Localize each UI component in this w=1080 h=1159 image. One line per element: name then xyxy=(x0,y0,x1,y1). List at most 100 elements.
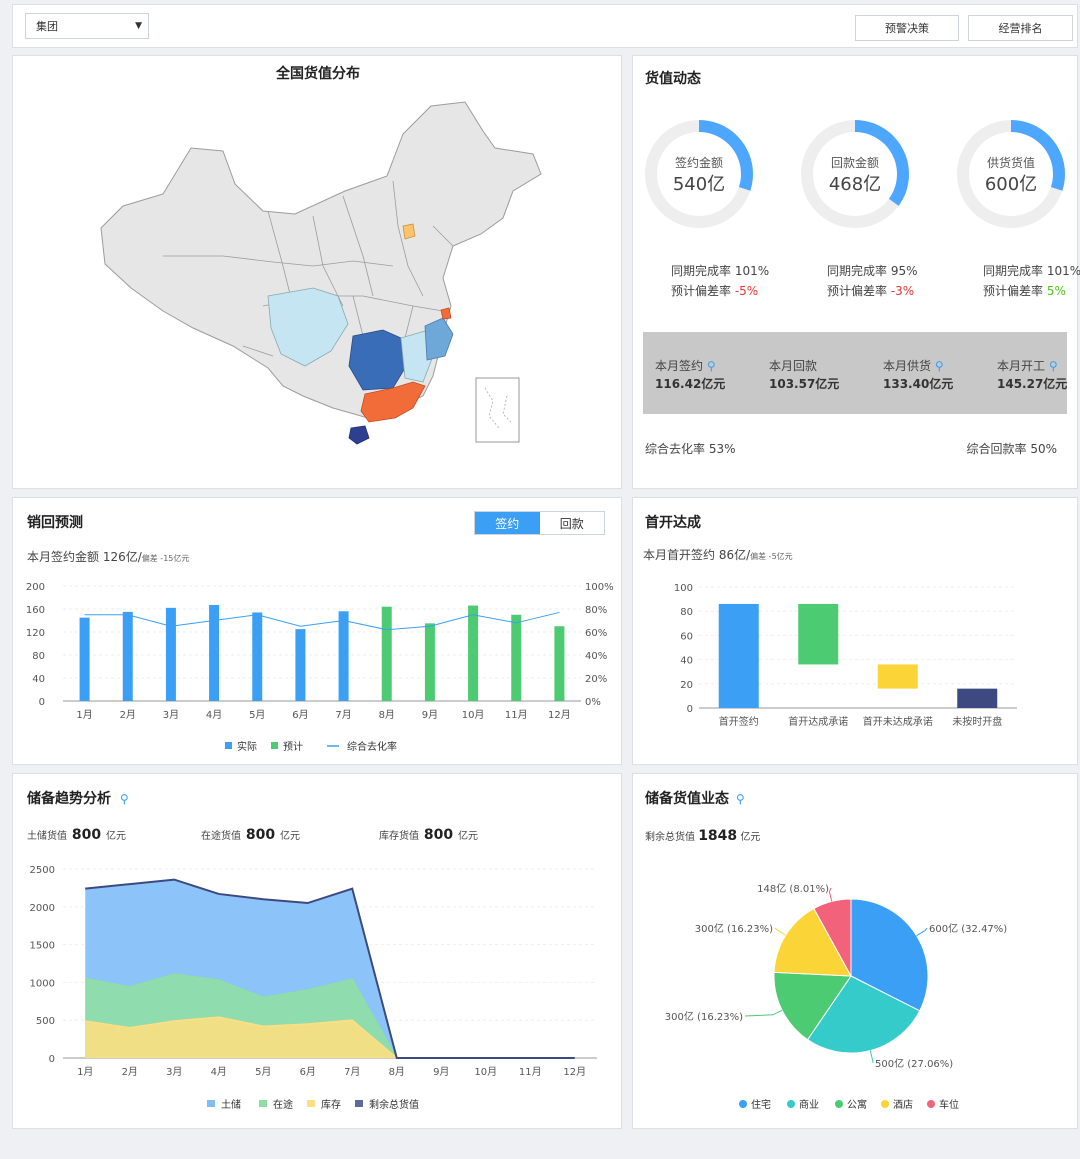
toggle-collection-button[interactable]: 回款 xyxy=(559,516,584,531)
y-tick-label: 80 xyxy=(32,651,45,662)
pie-leader-line xyxy=(916,927,928,937)
x-tick-label: 6月 xyxy=(292,709,308,721)
ring-chart-2 xyxy=(957,120,1065,228)
stat-label: 土储货值 xyxy=(27,831,67,842)
legend-marker xyxy=(881,1100,889,1108)
sales-forecast-panel: 销回预测 签约 回款 本月签约金额 126亿/偏差 -15亿元 0 40 80 120… xyxy=(12,497,622,765)
x-tick-label: 1月 xyxy=(76,709,92,721)
y2-tick-label: 60% xyxy=(585,628,607,639)
month-stat-label: 本月签约 ⚲ xyxy=(655,359,716,373)
search-icon[interactable]: ⚲ xyxy=(1045,359,1058,373)
y-tick-label: 2500 xyxy=(30,865,55,876)
legend-label: 住宅 xyxy=(751,1098,771,1111)
ring-label: 签约金额 xyxy=(674,156,723,170)
legend-label: 预计 xyxy=(283,740,303,753)
y-tick-label: 120 xyxy=(26,628,45,639)
legend-label: 土储 xyxy=(221,1098,241,1111)
legend-marker xyxy=(739,1100,747,1108)
pie-data-label: 600亿 (32.47%) xyxy=(929,922,1007,935)
subtitle-unit: 亿元 xyxy=(740,832,761,843)
stat-label: 在途货值 xyxy=(201,831,241,842)
sales-forecast-subtitle: 本月签约金额 126亿/偏差 -15亿元 xyxy=(27,548,189,565)
y-tick-label: 500 xyxy=(36,1016,55,1027)
stat-unit: 亿元 xyxy=(457,831,478,842)
reserve-stat: 土储货值 800 亿元 xyxy=(27,827,126,843)
reserve-status-panel: 储备货值业态 ⚲ 剩余总货值 1848 亿元 600亿 (32.47%) 500亿… xyxy=(632,773,1078,1129)
y-tick-label: 60 xyxy=(680,631,693,642)
top-toolbar: 集团 ▼ 预警决策 经营排名 xyxy=(12,4,1078,48)
y-tick-label: 200 xyxy=(26,582,45,593)
y-tick-label: 20 xyxy=(680,680,693,691)
x-tick-label: 2月 xyxy=(120,709,136,721)
y-tick-label: 1000 xyxy=(30,978,55,989)
x-tick-label: 首开达成承诺 xyxy=(788,715,848,728)
stat-value: 800 xyxy=(419,827,458,843)
toggle-sign-button[interactable]: 签约 xyxy=(475,512,540,534)
subtitle-value: 1848 xyxy=(698,828,738,844)
legend-label: 在途 xyxy=(273,1098,293,1111)
line-total-remaining xyxy=(85,878,575,1059)
legend-marker xyxy=(225,742,232,749)
legend-label: 酒店 xyxy=(893,1098,913,1111)
x-tick-label: 11月 xyxy=(505,709,528,721)
group-select[interactable]: 集团 ▼ xyxy=(25,13,149,39)
china-map[interactable] xyxy=(13,56,623,490)
legend-marker xyxy=(787,1100,795,1108)
reserve-stat: 在途货值 800 亿元 xyxy=(201,827,300,843)
ring-deviation: 预计偏差率 5% xyxy=(983,282,1066,299)
ring-label: 供货货值 xyxy=(986,156,1035,170)
search-icon[interactable]: ⚲ xyxy=(735,792,745,806)
y-tick-label: 0 xyxy=(49,1054,55,1065)
pie-slice-车位 xyxy=(813,898,852,977)
map-region-shanghai xyxy=(440,307,452,320)
reserve-status-subtitle: 剩余总货值 1848 亿元 xyxy=(645,828,760,844)
pie-leader-line xyxy=(774,927,786,936)
deviation-value: -3% xyxy=(890,284,915,298)
reserve-stat: 库存货值 800 亿元 xyxy=(379,827,478,843)
bar-预计 xyxy=(511,614,522,701)
map-region-beijing xyxy=(402,223,416,240)
stat-value: 800 xyxy=(241,827,280,843)
y-tick-label: 0 xyxy=(39,697,45,708)
stat-unit: 亿元 xyxy=(105,831,126,842)
ring-rate: 同期完成率 101% xyxy=(671,264,770,278)
ring-deviation: 预计偏差率 -3% xyxy=(827,282,914,299)
search-icon[interactable]: ⚲ xyxy=(119,792,129,806)
map-region-sichuan xyxy=(267,287,349,367)
warning-decision-button[interactable]: 预警决策 xyxy=(855,15,959,41)
x-tick-label: 7月 xyxy=(335,709,351,721)
x-tick-label: 7月 xyxy=(344,1066,360,1078)
y-tick-label: 0 xyxy=(687,704,693,715)
month-stats-bar xyxy=(643,332,1067,414)
line-sales-rate xyxy=(84,611,560,631)
search-icon[interactable]: ⚲ xyxy=(703,359,716,373)
reserve-status-pie-chart: 600亿 (32.47%) 500亿 (27.06%) 300亿 (16.23%) 3… xyxy=(665,882,1008,1111)
search-icon[interactable]: ⚲ xyxy=(931,359,944,373)
bar-预计 xyxy=(424,623,435,701)
ring-value: 600亿 xyxy=(984,174,1038,195)
legend-marker xyxy=(271,742,278,749)
bar-实际 xyxy=(338,611,349,701)
reserve-trend-panel: 储备趋势分析 ⚲ 土储货值 800 亿元 在途货值 800 亿元 库存货值 800 … xyxy=(12,773,622,1129)
pie-data-label: 148亿 (8.01%) xyxy=(757,882,829,895)
stat-value: 800 xyxy=(67,827,106,843)
pie-leader-line xyxy=(828,887,833,902)
month-stat-label: 本月开工 ⚲ xyxy=(997,359,1058,373)
legend-label: 商业 xyxy=(799,1098,819,1111)
y-tick-label: 1500 xyxy=(30,941,55,952)
y-tick-label: 40 xyxy=(32,674,45,685)
pie-data-label: 500亿 (27.06%) xyxy=(875,1057,953,1070)
pie-leader-line xyxy=(869,1050,874,1064)
x-tick-label: 1月 xyxy=(77,1066,93,1078)
x-tick-label: 9月 xyxy=(433,1066,449,1078)
ring-chart-0 xyxy=(645,120,753,228)
y-tick-label: 80 xyxy=(680,607,693,618)
waterfall-bar xyxy=(877,664,918,689)
legend-marker xyxy=(259,1100,267,1107)
ring-progress xyxy=(957,120,1065,228)
y2-tick-label: 40% xyxy=(585,651,607,662)
stat-label: 库存货值 xyxy=(379,831,419,842)
map-region-hainan xyxy=(348,425,370,445)
ring-deviation: 预计偏差率 -5% xyxy=(671,282,758,299)
ranking-button[interactable]: 经营排名 xyxy=(968,15,1073,41)
